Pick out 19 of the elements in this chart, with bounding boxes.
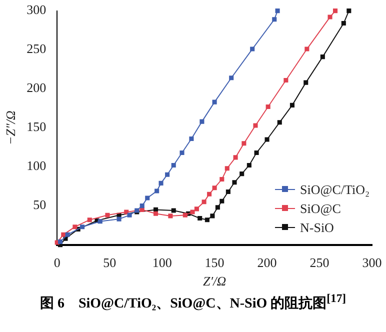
y-tick-label: 50 xyxy=(33,197,46,212)
x-tick-label: 250 xyxy=(310,255,330,270)
y-tick-label: 200 xyxy=(26,80,46,96)
y-tick-label: 250 xyxy=(26,41,46,56)
legend-label: SiO@C xyxy=(300,200,341,218)
text: 图 6 SiO@C/TiO₂、SiO@C、N-SiO 的阻抗图$^{[17]}$ xyxy=(38,292,348,313)
x-tick-label: 0 xyxy=(54,255,60,270)
legend-label: N-SiO xyxy=(300,218,334,237)
x-tick-label: 100 xyxy=(152,255,172,270)
y-tick-label: 300 xyxy=(26,2,46,18)
y-tick-label: 150 xyxy=(26,119,46,134)
legend-label: SiO@C/TiO₂ xyxy=(300,180,370,199)
y-tick-label: 100 xyxy=(26,158,46,174)
x-axis-title: Z′/Ω xyxy=(203,274,226,289)
x-tick-label: 300 xyxy=(362,255,382,270)
x-tick-label: 150 xyxy=(204,255,224,270)
x-tick-label: 50 xyxy=(103,255,116,270)
y-axis-title: −Z″/Ω xyxy=(3,110,18,146)
x-tick-label: 200 xyxy=(257,255,277,270)
